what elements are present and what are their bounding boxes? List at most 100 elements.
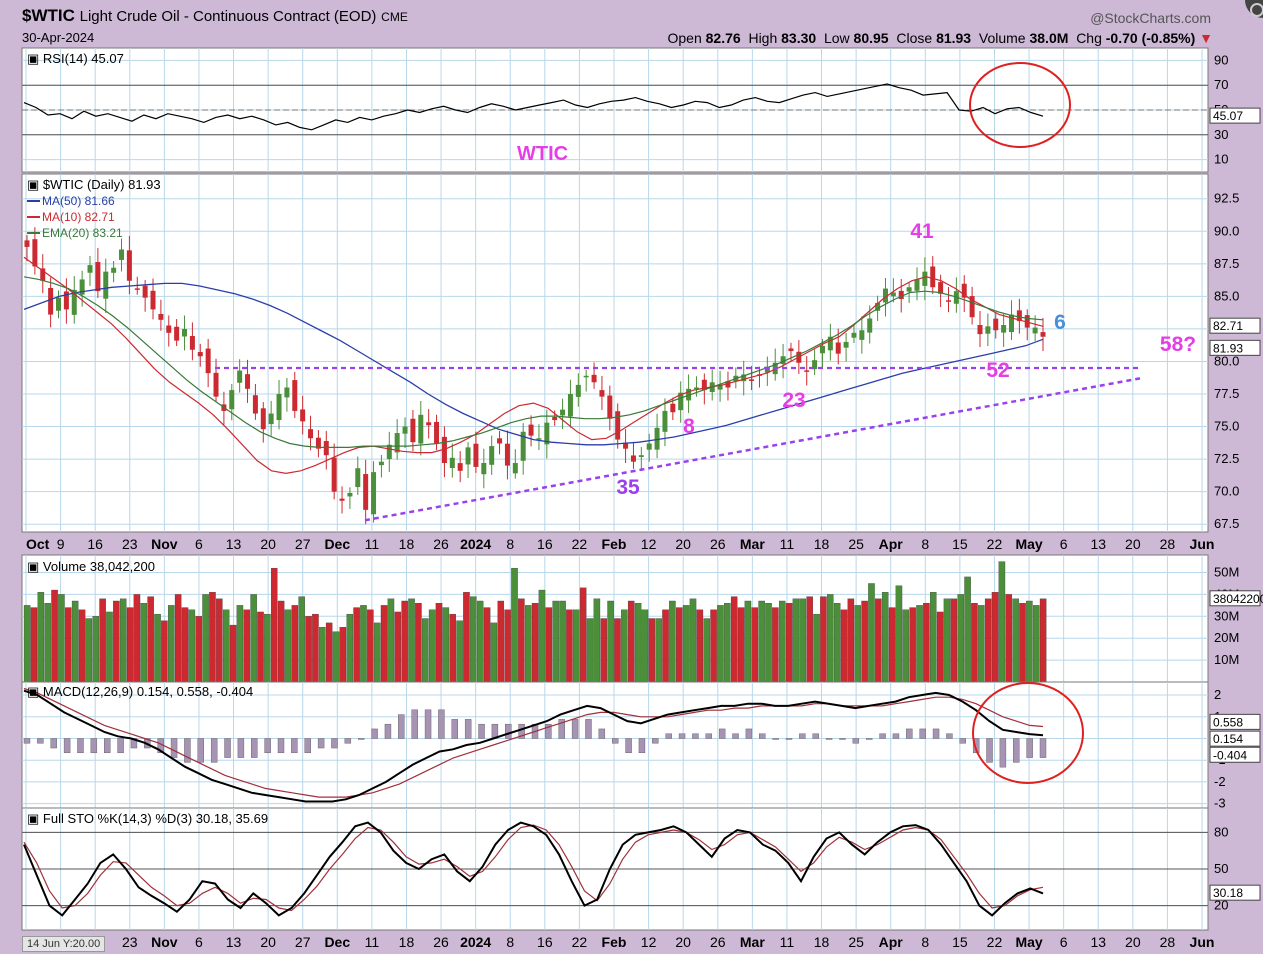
volume-bar: [119, 598, 127, 683]
price-candle: [174, 326, 180, 341]
macd-histogram-bar: [210, 738, 218, 763]
macd-histogram-bar: [184, 738, 191, 763]
date-axis-label: Oct: [26, 536, 50, 552]
price-candle: [536, 438, 542, 440]
wave-annotation: 6: [1054, 311, 1066, 334]
macd-histogram-bar: [705, 733, 712, 739]
price-candle: [646, 443, 652, 450]
date-axis-label-bottom: 6: [1060, 934, 1068, 950]
volume-bar: [1032, 605, 1040, 683]
volume-bar: [490, 622, 498, 683]
macd-histogram-bar: [932, 728, 940, 739]
volume-last-value: 38042200: [1213, 592, 1263, 606]
price-candle: [678, 392, 684, 411]
date-axis-label: 8: [921, 536, 929, 552]
volume-bar: [511, 567, 518, 683]
volume-bar: [222, 609, 230, 683]
price-tick-label: 90.0: [1214, 223, 1239, 238]
macd-histogram-bar: [451, 719, 458, 739]
price-candle: [922, 271, 928, 286]
price-candle: [489, 446, 495, 465]
volume-bar: [586, 618, 594, 683]
volume-bar: [353, 607, 360, 683]
date-axis-label-bottom: 11: [365, 934, 380, 950]
chart-header: $WTIC Light Crude Oil - Continuous Contr…: [0, 0, 1263, 48]
wave-annotation: 8: [683, 415, 695, 438]
volume-bar: [229, 624, 237, 683]
macd-histogram-bar: [424, 709, 432, 739]
sto-k-line: [23, 821, 1044, 917]
price-candle: [237, 370, 243, 383]
volume-bar: [270, 567, 278, 683]
volume-bar: [456, 620, 463, 683]
volume-bar: [332, 631, 340, 683]
volume-bar: [778, 600, 786, 683]
volume-bar: [250, 594, 257, 683]
price-candle: [276, 394, 282, 421]
macd-histogram-bar: [906, 728, 913, 739]
price-candle: [764, 366, 770, 373]
price-candle: [355, 468, 361, 488]
macd-histogram-bar: [652, 738, 659, 744]
date-axis-label: May: [1015, 536, 1042, 552]
macd-histogram-bar: [759, 733, 766, 739]
macd-histogram-bar: [63, 738, 71, 754]
price-candle: [977, 324, 983, 335]
date-axis-label: 12: [641, 536, 657, 552]
price-tick-label: 77.5: [1214, 386, 1239, 401]
price-candle: [166, 325, 172, 333]
macd-histogram-bar: [505, 723, 512, 739]
price-candle: [623, 442, 629, 449]
macd-signal-value-box: [1209, 713, 1261, 730]
date-axis-label: Mar: [740, 536, 765, 552]
volume-bar: [497, 600, 505, 683]
date-axis-label: 15: [952, 536, 968, 552]
macd-histogram-bar: [344, 738, 352, 744]
volume-bar: [861, 600, 868, 683]
volume-bar: [380, 605, 388, 683]
volume-bar: [30, 607, 38, 683]
price-candle: [717, 384, 723, 390]
volume-bar: [305, 616, 312, 683]
volume-bar: [772, 607, 779, 683]
date-axis-label-bottom: 12: [641, 934, 657, 950]
price-candle: [481, 463, 487, 475]
volume-bar: [552, 600, 559, 683]
date-axis-label: 6: [195, 536, 203, 552]
volume-bar: [51, 589, 58, 683]
price-candle: [308, 429, 314, 439]
price-candle: [804, 370, 810, 372]
date-axis-label-bottom: 8: [506, 934, 514, 950]
symbol: $WTIC: [22, 6, 75, 25]
volume-bar: [373, 622, 381, 683]
volume-bar: [868, 583, 875, 683]
price-tick-label: 85.0: [1214, 288, 1239, 303]
volume-bar: [607, 600, 614, 683]
volume-bar: [99, 598, 106, 683]
volume-tick-label: 50M: [1214, 565, 1239, 580]
volume-bar: [696, 609, 704, 683]
volume-bar: [710, 609, 717, 683]
price-candle: [205, 348, 211, 374]
price-tick-label: 72.5: [1214, 451, 1239, 466]
legend-entry: MA(10) 82.71: [42, 210, 115, 224]
price-candle: [119, 249, 125, 260]
price-candle: [520, 431, 526, 461]
date-axis-label-bottom: Dec: [324, 934, 350, 950]
price-candle: [386, 444, 392, 460]
price-candle: [465, 447, 471, 465]
legend-entry: MA(50) 81.66: [42, 194, 115, 208]
date-axis-label-bottom: 28: [1160, 934, 1176, 950]
date-axis-label: 26: [433, 536, 449, 552]
macd-histogram-bar: [972, 738, 980, 754]
volume-bar: [854, 605, 861, 683]
price-candle: [560, 409, 566, 416]
volume-bar: [1026, 600, 1033, 683]
instrument-name: Light Crude Oil - Continuous Contract (E…: [79, 8, 377, 25]
volume-bar: [806, 596, 813, 683]
date-axis-label: 18: [814, 536, 830, 552]
macd-histogram-bar: [772, 738, 779, 740]
macd-histogram-bar: [892, 733, 900, 739]
volume-bar: [78, 609, 86, 683]
volume-bar: [133, 594, 141, 683]
